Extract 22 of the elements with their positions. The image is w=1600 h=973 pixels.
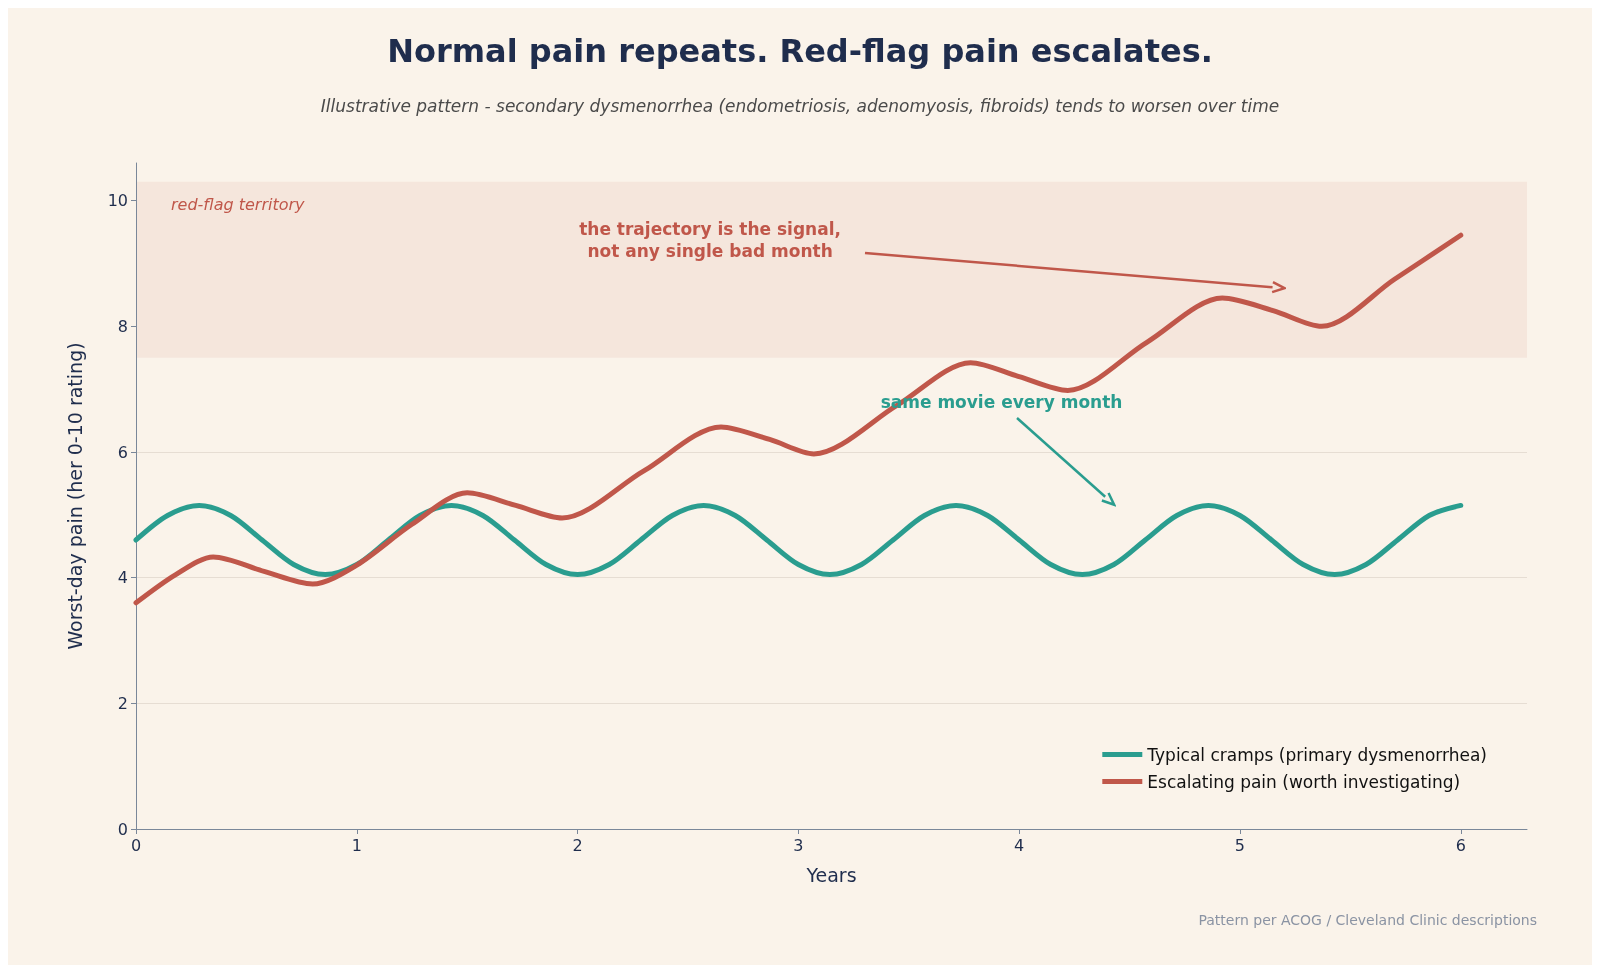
y-tick-label: 6: [117, 442, 128, 462]
chart-title: Normal pain repeats. Red-flag pain escalates.: [387, 32, 1213, 70]
y-tick-label: 2: [117, 693, 128, 713]
x-tick-label: 1: [351, 835, 362, 855]
legend-label: Escalating pain (worth investigating): [1147, 771, 1461, 792]
text: Pattern per ACOG / Cleveland Clinic descriptions: [1198, 912, 1538, 928]
x-axis-title: Years: [805, 863, 857, 886]
y-tick-label: 4: [117, 568, 128, 588]
x-tick-label: 4: [1014, 835, 1025, 855]
y-axis-title: Worst-day pain (her 0-10 rating): [63, 342, 86, 650]
x-tick-label: 0: [130, 835, 142, 855]
x-tick-label: 2: [572, 835, 583, 855]
band-label: red-flag territory: [171, 195, 306, 215]
x-tick-label: 3: [793, 835, 804, 855]
y-tick-label: 0: [117, 819, 128, 839]
legend-label: Typical cramps (primary dysmenorrhea): [1146, 744, 1487, 765]
annotation: the trajectory is the signal, not any single bad month: [579, 219, 841, 262]
x-tick-label: 6: [1455, 835, 1466, 855]
chart-subtitle: Illustrative pattern - secondary dysmenorrhea (endometriosis, adenomyosis, fibroids) tends to worsen over time: [320, 95, 1280, 116]
y-tick-label: 8: [117, 316, 128, 336]
x-tick-label: 5: [1234, 835, 1246, 855]
y-tick-label: 10: [107, 191, 128, 211]
